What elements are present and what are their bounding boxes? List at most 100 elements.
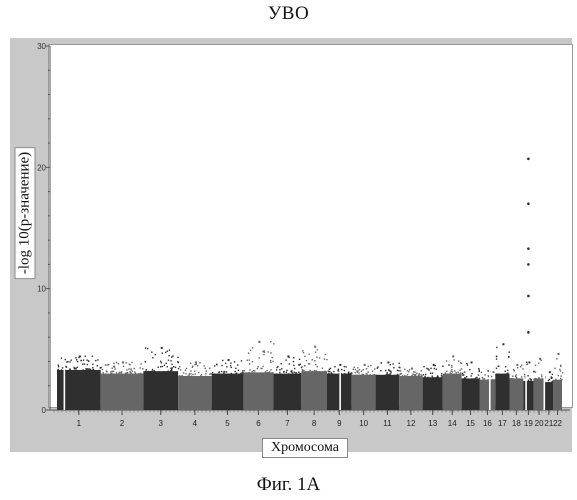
snp-point: [398, 370, 399, 371]
snp-point: [118, 372, 119, 373]
snp-point: [487, 380, 488, 381]
snp-point: [357, 370, 358, 371]
snp-point: [183, 376, 184, 377]
chromosome-10-points: [352, 375, 376, 410]
snp-point: [249, 369, 250, 370]
data-gap: [544, 366, 546, 410]
snp-point: [424, 376, 425, 377]
snp-point: [65, 359, 66, 360]
snp-point: [515, 374, 516, 375]
snp-point: [527, 375, 528, 376]
snp-point: [235, 368, 236, 369]
snp-point: [152, 369, 153, 370]
snp-point: [386, 372, 387, 373]
snp-point: [521, 378, 522, 379]
snp-point: [202, 376, 203, 377]
snp-point: [558, 375, 559, 376]
snp-point: [144, 361, 145, 362]
snp-point: [196, 363, 197, 364]
snp-point: [367, 371, 368, 372]
snp-point: [190, 370, 191, 371]
snp-point: [83, 370, 84, 371]
chromosome-4-points: [178, 376, 212, 410]
snp-point: [475, 377, 476, 378]
snp-point: [298, 364, 299, 365]
snp-point: [168, 359, 169, 360]
chromosome-17-points: [495, 374, 509, 410]
x-axis-label: Хромосома: [262, 438, 348, 458]
snp-point: [351, 372, 352, 373]
snp-point: [152, 357, 153, 358]
snp-point: [229, 374, 230, 375]
snp-point: [559, 369, 560, 370]
peak-point-chr3: [161, 347, 163, 349]
peak-point-chr4: [195, 361, 197, 363]
significant-snp-point: [527, 158, 530, 161]
snp-point: [241, 372, 242, 373]
snp-point: [201, 374, 202, 375]
peak-point-chr17: [502, 343, 504, 345]
snp-point: [110, 371, 111, 372]
snp-point: [430, 368, 431, 369]
data-gap: [339, 366, 341, 410]
snp-point: [304, 356, 305, 357]
snp-point: [381, 362, 382, 363]
snp-point: [300, 373, 301, 374]
snp-point: [205, 373, 206, 374]
snp-point: [315, 371, 316, 372]
snp-point: [520, 366, 521, 367]
snp-point: [286, 372, 287, 373]
x-tick-label: 19: [524, 419, 533, 428]
snp-point: [471, 375, 472, 376]
snp-point: [446, 373, 447, 374]
snp-point: [134, 368, 135, 369]
manhattan-chart: 0102030123456789101112131415161718192021…: [10, 38, 572, 452]
snp-point: [205, 368, 206, 369]
snp-point: [328, 371, 329, 372]
snp-point: [304, 365, 305, 366]
snp-point: [466, 363, 467, 364]
snp-point: [513, 369, 514, 370]
snp-point: [436, 377, 437, 378]
snp-point: [75, 369, 76, 370]
snp-point: [551, 376, 552, 377]
snp-point: [498, 374, 499, 375]
snp-point: [378, 375, 379, 376]
snp-point: [317, 349, 318, 350]
snp-point: [190, 363, 191, 364]
snp-point: [281, 363, 282, 364]
snp-point: [140, 367, 141, 368]
snp-point: [106, 371, 107, 372]
snp-point: [242, 370, 243, 371]
snp-point: [366, 368, 367, 369]
snp-point: [298, 372, 299, 373]
snp-point: [411, 375, 412, 376]
snp-point: [185, 373, 186, 374]
snp-point: [90, 369, 91, 370]
snp-point: [265, 371, 266, 372]
snp-point: [84, 363, 85, 364]
snp-point: [436, 369, 437, 370]
snp-point: [303, 352, 304, 353]
snp-point: [359, 369, 360, 370]
snp-point: [476, 377, 477, 378]
snp-point: [150, 371, 151, 372]
snp-point: [270, 362, 271, 363]
snp-point: [155, 371, 156, 372]
snp-point: [352, 375, 353, 376]
snp-point: [216, 364, 217, 365]
snp-point: [505, 366, 506, 367]
x-tick-label: 17: [498, 419, 507, 428]
snp-point: [359, 375, 360, 376]
snp-point: [510, 378, 511, 379]
snp-point: [300, 363, 301, 364]
snp-point: [127, 372, 128, 373]
snp-point: [108, 364, 109, 365]
x-tick-label: 10: [359, 419, 368, 428]
snp-point: [126, 369, 127, 370]
snp-point: [145, 347, 146, 348]
snp-point: [110, 373, 111, 374]
x-tick-label: 6: [256, 419, 261, 428]
data-gap: [489, 366, 491, 410]
snp-point: [535, 365, 536, 366]
